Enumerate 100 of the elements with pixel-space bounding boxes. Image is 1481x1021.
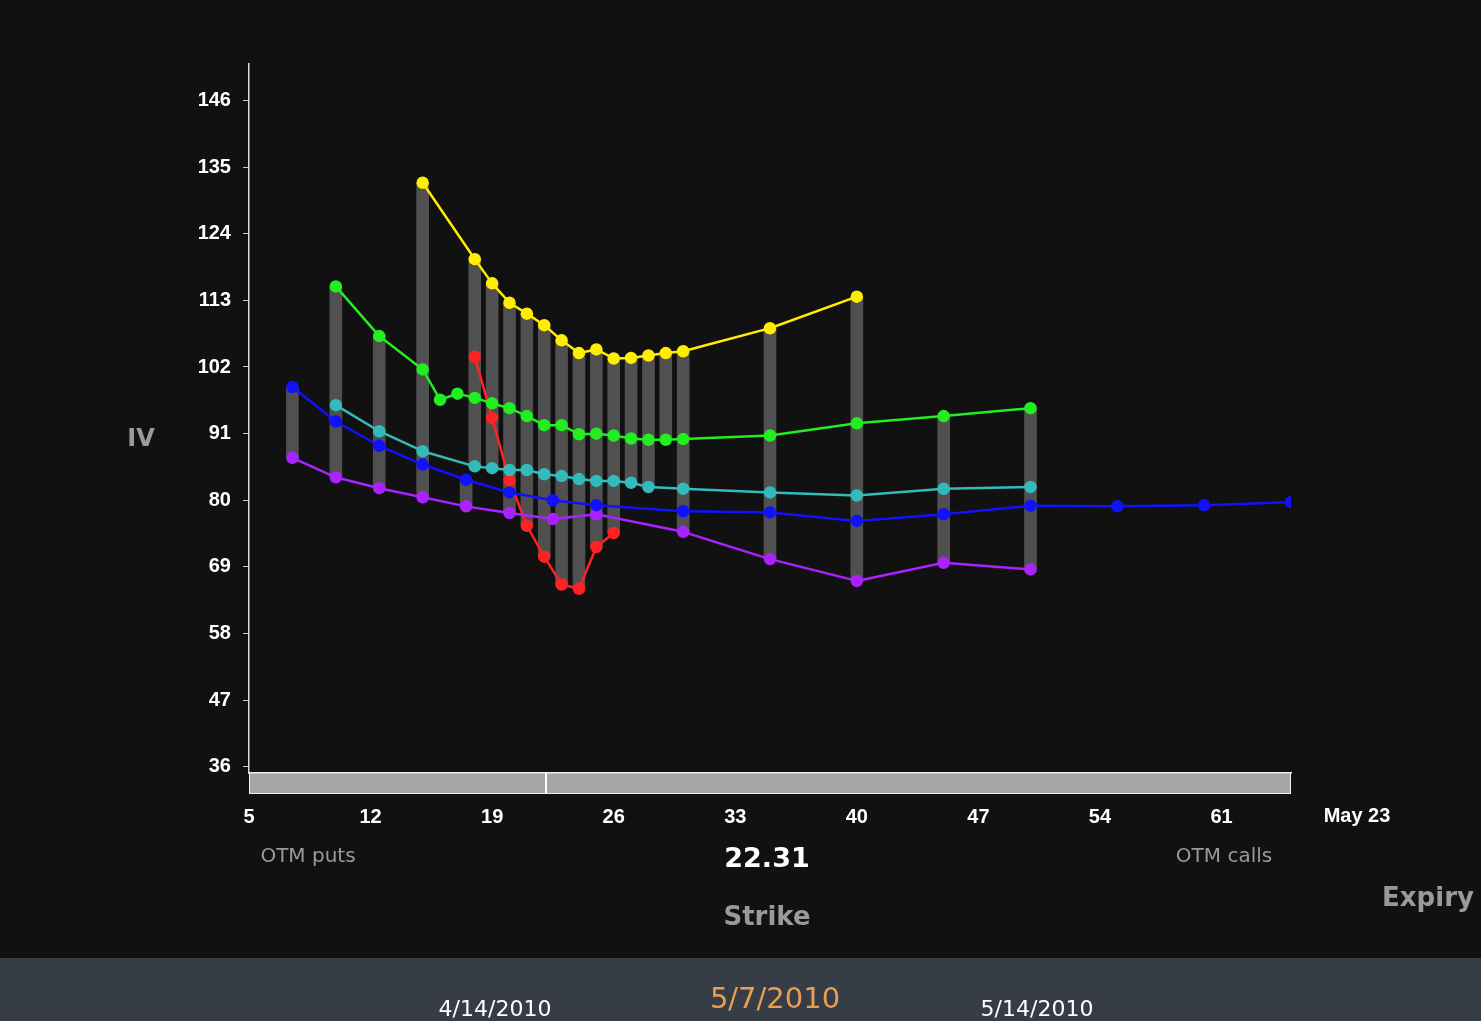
- point: [850, 417, 864, 430]
- point: [590, 474, 603, 488]
- point: [555, 418, 568, 432]
- y-tick-label: 80: [208, 487, 231, 510]
- text: 4/14/2010: [438, 995, 552, 1021]
- y-tick-label: 146: [197, 87, 231, 110]
- point: [416, 444, 429, 458]
- point: [937, 482, 950, 496]
- point: [624, 476, 638, 489]
- point: [468, 350, 482, 363]
- point: [286, 451, 299, 465]
- point: [572, 582, 586, 596]
- point: [555, 469, 568, 483]
- point: [373, 424, 386, 438]
- point: [937, 556, 950, 569]
- point: [1197, 498, 1211, 512]
- point: [1024, 563, 1037, 576]
- point: [659, 346, 673, 360]
- point: [676, 525, 690, 539]
- x-tick-label: 5: [243, 804, 255, 827]
- point: [329, 280, 343, 293]
- point: [468, 460, 482, 473]
- point: [416, 176, 429, 190]
- point: [642, 433, 655, 446]
- point: [590, 540, 603, 554]
- point: [503, 474, 516, 487]
- point: [503, 401, 516, 415]
- point: [624, 351, 638, 365]
- point: [676, 482, 690, 496]
- x-tick-label: 40: [845, 804, 868, 827]
- point: [468, 252, 482, 266]
- x-axis-title: Strike: [723, 901, 811, 931]
- point: [624, 432, 638, 445]
- y-tick-label: 113: [198, 287, 231, 310]
- point: [850, 290, 864, 303]
- y-tick-label: 47: [208, 687, 231, 710]
- x-tick-label: 61: [1210, 804, 1233, 827]
- point: [676, 432, 690, 446]
- point: [537, 550, 551, 563]
- y-tick-label: 135: [197, 154, 231, 177]
- point: [416, 458, 429, 471]
- point: [286, 380, 299, 394]
- y-tick-label: 91: [208, 421, 231, 444]
- point: [642, 480, 655, 494]
- y-axis-title: IV: [127, 424, 155, 452]
- point: [607, 526, 620, 540]
- point: [329, 415, 343, 428]
- point: [555, 334, 568, 347]
- x-tick-label: 12: [359, 804, 382, 827]
- point: [503, 506, 516, 520]
- point: [520, 519, 534, 533]
- point: [459, 473, 473, 486]
- point: [676, 344, 690, 358]
- point: [555, 578, 568, 591]
- point: [572, 428, 586, 441]
- point: [503, 296, 516, 310]
- point: [937, 409, 950, 423]
- x-tick-label: 33: [724, 804, 747, 827]
- point: [1024, 480, 1037, 494]
- point: [459, 500, 473, 513]
- y-tick-label: 124: [197, 221, 232, 244]
- point: [520, 463, 534, 477]
- point: [763, 506, 777, 519]
- point: [1024, 499, 1037, 513]
- point: [763, 486, 777, 499]
- point: [590, 427, 603, 440]
- text: 5/14/2010: [980, 995, 1094, 1021]
- point: [763, 552, 777, 566]
- text: 22.31: [724, 841, 810, 873]
- text: Expiry: [1382, 882, 1474, 912]
- point: [503, 486, 516, 499]
- point: [537, 418, 551, 432]
- point: [572, 346, 586, 360]
- point: [537, 468, 551, 481]
- point: [546, 494, 560, 507]
- point: [485, 411, 499, 425]
- point: [763, 429, 777, 442]
- point: [546, 512, 560, 526]
- point: [937, 508, 950, 521]
- point: [537, 318, 551, 332]
- x-tick-label: 26: [602, 804, 625, 827]
- point: [676, 504, 690, 518]
- point: [520, 307, 534, 320]
- point: [642, 349, 655, 362]
- point: [850, 574, 864, 588]
- point: [329, 471, 343, 484]
- point: [520, 409, 534, 423]
- point: [1024, 401, 1037, 415]
- text: 5/7/2010: [709, 981, 841, 1015]
- y-tick-label: 69: [208, 554, 231, 577]
- point: [373, 439, 386, 453]
- point: [850, 514, 864, 528]
- point: [485, 277, 499, 290]
- point: [373, 481, 386, 495]
- point: [572, 472, 586, 486]
- point: [607, 474, 620, 488]
- text: May 23: [1323, 803, 1391, 827]
- point: [329, 398, 343, 412]
- y-tick-label: 102: [197, 354, 231, 377]
- point: [416, 363, 429, 376]
